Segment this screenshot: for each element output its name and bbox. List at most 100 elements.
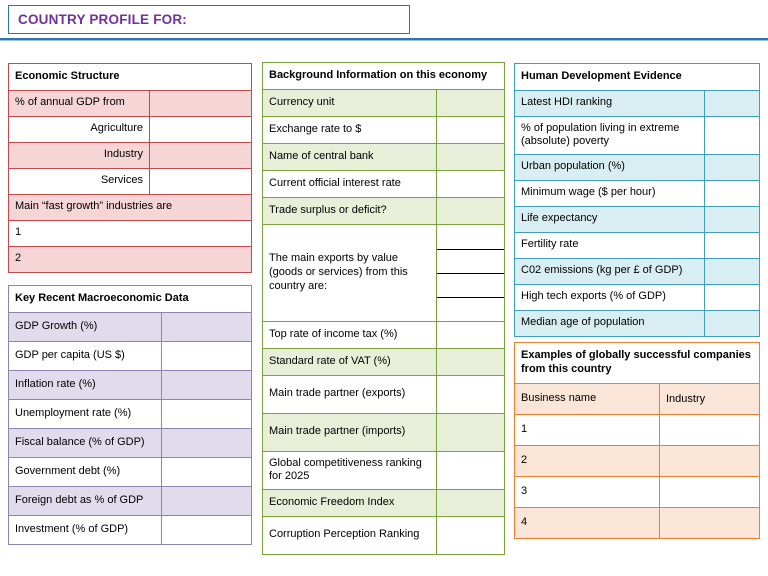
- fast-growth-slot-2[interactable]: 2: [15, 252, 22, 265]
- row-label: Current official interest rate: [269, 176, 401, 189]
- table-row: Median age of population: [515, 309, 759, 336]
- exports-value-slot[interactable]: [437, 272, 504, 297]
- value-cell[interactable]: [161, 457, 251, 486]
- value-cell[interactable]: [704, 258, 759, 284]
- value-cell[interactable]: [436, 321, 504, 348]
- row-label: GDP per capita (US $): [15, 348, 125, 361]
- exports-value-slot[interactable]: [437, 248, 504, 273]
- value-cell[interactable]: [659, 445, 759, 476]
- exports-value-column: [436, 224, 504, 321]
- row-label: Standard rate of VAT (%): [269, 354, 391, 367]
- value-cell[interactable]: [436, 489, 504, 516]
- table-row: Current official interest rate: [263, 169, 504, 197]
- row-label: Inflation rate (%): [15, 377, 96, 390]
- table-row: Industry: [9, 141, 251, 168]
- value-cell[interactable]: [161, 486, 251, 515]
- table-row: Investment (% of GDP): [9, 514, 251, 544]
- value-cell[interactable]: [161, 399, 251, 428]
- exports-value-slot[interactable]: [437, 225, 504, 249]
- value-cell[interactable]: [704, 232, 759, 258]
- row-label: Minimum wage ($ per hour): [521, 186, 656, 199]
- background-info-table: Background Information on this economy C…: [262, 62, 505, 555]
- economic-structure-table: Economic Structure % of annual GDP from …: [8, 63, 252, 273]
- row-label: Urban population (%): [521, 160, 625, 173]
- value-cell[interactable]: [704, 310, 759, 336]
- value-cell[interactable]: [436, 197, 504, 224]
- row-label: C02 emissions (kg per £ of GDP): [521, 264, 683, 277]
- table-row: Top rate of income tax (%): [263, 320, 504, 348]
- exports-value-slot[interactable]: [437, 296, 504, 321]
- row-label: Unemployment rate (%): [15, 406, 132, 419]
- company-number[interactable]: 1: [521, 422, 528, 435]
- table-row: Services: [9, 167, 251, 194]
- table-row: Fiscal balance (% of GDP): [9, 427, 251, 457]
- row-label: Economic Freedom Index: [269, 495, 395, 508]
- companies-table: Examples of globally successful companie…: [514, 342, 760, 539]
- value-cell[interactable]: [659, 414, 759, 445]
- value-cell[interactable]: [436, 516, 504, 554]
- row-label: Agriculture: [90, 122, 143, 135]
- value-cell[interactable]: [436, 413, 504, 451]
- table-row: Foreign debt as % of GDP: [9, 485, 251, 515]
- value-cell[interactable]: [659, 476, 759, 507]
- table-row: Government debt (%): [9, 456, 251, 486]
- value-cell[interactable]: [704, 180, 759, 206]
- value-cell[interactable]: [149, 90, 251, 116]
- value-cell[interactable]: [161, 370, 251, 399]
- fast-growth-slot-1[interactable]: 1: [15, 226, 22, 239]
- value-cell[interactable]: [149, 168, 251, 194]
- value-cell[interactable]: [436, 375, 504, 413]
- table-row: Fertility rate: [515, 231, 759, 258]
- value-cell[interactable]: [436, 116, 504, 143]
- table-row: Latest HDI ranking: [515, 89, 759, 116]
- value-cell[interactable]: [704, 116, 759, 154]
- value-cell[interactable]: [436, 89, 504, 116]
- company-number[interactable]: 4: [521, 515, 528, 528]
- table-heading: Background Information on this economy: [263, 63, 504, 89]
- value-cell[interactable]: [436, 451, 504, 489]
- value-cell[interactable]: [704, 284, 759, 310]
- row-label: Top rate of income tax (%): [269, 327, 398, 340]
- table-row: 1: [9, 219, 251, 246]
- table-row: % of population living in extreme (absol…: [515, 115, 759, 154]
- value-cell[interactable]: [436, 348, 504, 375]
- page-title: COUNTRY PROFILE FOR:: [18, 12, 187, 27]
- human-development-table: Human Development Evidence Latest HDI ra…: [514, 63, 760, 337]
- value-cell[interactable]: [704, 206, 759, 232]
- value-cell[interactable]: [161, 312, 251, 341]
- table-row: Main “fast growth” industries are: [9, 193, 251, 220]
- row-label: Main trade partner (imports): [269, 425, 406, 438]
- value-cell[interactable]: [436, 143, 504, 170]
- row-label: Name of central bank: [269, 149, 374, 162]
- row-label: % of annual GDP from: [15, 96, 125, 109]
- table-row: Name of central bank: [263, 142, 504, 170]
- table-row: Urban population (%): [515, 153, 759, 180]
- table-row: Economic Freedom Index: [263, 488, 504, 516]
- row-label: Median age of population: [521, 316, 645, 329]
- table-row: Agriculture: [9, 115, 251, 142]
- value-cell[interactable]: [161, 428, 251, 457]
- table-row: 2: [9, 245, 251, 272]
- table-heading: Human Development Evidence: [515, 64, 759, 90]
- row-label: % of population living in extreme (absol…: [521, 121, 680, 148]
- table-row: Inflation rate (%): [9, 369, 251, 399]
- value-cell[interactable]: [659, 507, 759, 538]
- value-cell[interactable]: [161, 341, 251, 370]
- row-label: Fertility rate: [521, 238, 579, 251]
- row-label: Global competitiveness ranking for 2025: [269, 456, 422, 483]
- value-cell[interactable]: [149, 116, 251, 142]
- value-cell[interactable]: [436, 170, 504, 197]
- value-cell[interactable]: [704, 90, 759, 116]
- value-cell[interactable]: [149, 142, 251, 168]
- value-cell[interactable]: [704, 154, 759, 180]
- table-row: % of annual GDP from: [9, 89, 251, 116]
- row-label: Latest HDI ranking: [521, 96, 613, 109]
- value-cell[interactable]: [161, 515, 251, 544]
- table-row: Standard rate of VAT (%): [263, 347, 504, 375]
- row-label: Corruption Perception Ranking: [269, 528, 420, 541]
- exports-row: The main exports by value (goods or serv…: [263, 223, 504, 321]
- table-row: 2: [515, 444, 759, 476]
- company-number[interactable]: 3: [521, 484, 528, 497]
- row-label: Exchange rate to $: [269, 122, 362, 135]
- company-number[interactable]: 2: [521, 453, 528, 466]
